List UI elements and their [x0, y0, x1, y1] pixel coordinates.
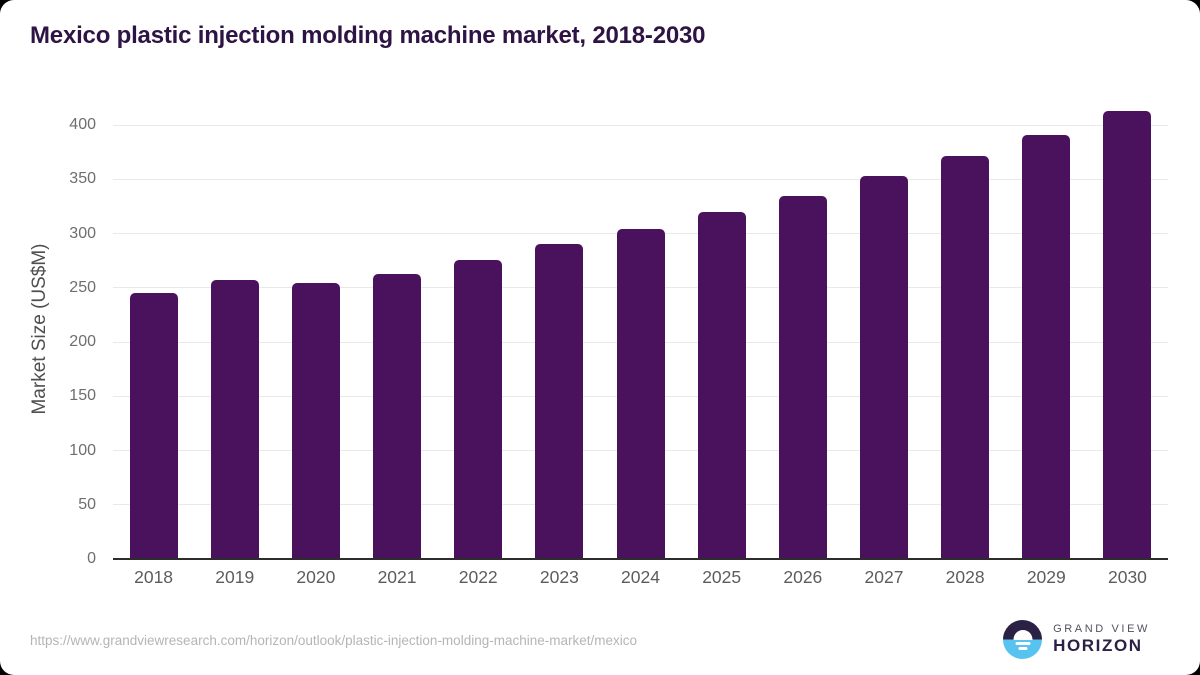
- bar-2026: [778, 195, 827, 559]
- x-tick-label: 2030: [1107, 567, 1147, 587]
- x-tick-label: 2028: [945, 567, 985, 587]
- bar-slot: [762, 99, 843, 559]
- bar-2030: [1103, 110, 1152, 559]
- y-axis-ticks: 0 50 100 150 200 250 300 350 400: [0, 99, 96, 567]
- bar-slot: [843, 99, 924, 559]
- x-tick-label: 2026: [783, 567, 823, 587]
- y-tick-label: 100: [69, 441, 96, 459]
- x-tick-label: 2021: [377, 567, 417, 587]
- bar-2029: [1022, 134, 1071, 559]
- bar-2024: [616, 229, 665, 559]
- bars-row: [113, 99, 1168, 559]
- x-tick-label: 2027: [864, 567, 904, 587]
- bar-2020: [291, 283, 340, 559]
- x-tick-label: 2022: [458, 567, 498, 587]
- bar-2025: [697, 211, 746, 559]
- bar-slot: [194, 99, 275, 559]
- plot-area: [113, 99, 1168, 560]
- bar-2018: [129, 293, 178, 559]
- bar-2022: [454, 259, 503, 559]
- y-tick-label: 150: [69, 387, 96, 405]
- x-tick-label: 2019: [215, 567, 255, 587]
- bar-2023: [535, 244, 584, 559]
- x-tick-label: 2018: [134, 567, 174, 587]
- brand-logo[interactable]: GRAND VIEW HORIZON: [1003, 620, 1150, 659]
- bar-slot: [925, 99, 1006, 559]
- bar-2027: [859, 176, 908, 559]
- y-tick-label: 200: [69, 333, 96, 350]
- x-axis-line: [113, 558, 1168, 560]
- bar-slot: [356, 99, 437, 559]
- y-tick-label: 400: [69, 116, 96, 133]
- brand-name: GRAND VIEW: [1053, 623, 1150, 636]
- gridline: [113, 178, 1168, 180]
- source-url-link[interactable]: https://www.grandviewresearch.com/horizo…: [30, 633, 637, 648]
- y-tick-label: 0: [87, 550, 96, 567]
- bar-slot: [1087, 99, 1168, 559]
- y-tick-label: 250: [69, 278, 96, 296]
- x-tick-label: 2025: [702, 567, 742, 587]
- bar-slot: [1006, 99, 1087, 559]
- grandview-horizon-icon: [1003, 620, 1043, 659]
- bar-slot: [275, 99, 356, 559]
- x-tick-label: 2024: [621, 567, 660, 587]
- x-tick-label: 2023: [539, 567, 579, 587]
- bar-2028: [941, 156, 990, 559]
- y-tick-label: 350: [69, 170, 96, 188]
- page-title: Mexico plastic injection molding machine…: [30, 22, 706, 49]
- gridline: [113, 124, 1168, 126]
- bar-slot: [438, 99, 519, 559]
- x-tick-label: 2029: [1026, 567, 1066, 587]
- bar-2021: [373, 273, 422, 559]
- bar-slot: [681, 99, 762, 559]
- bar-slot: [600, 99, 681, 559]
- brand-product: HORIZON: [1053, 636, 1143, 656]
- y-axis-title: Market Size (US$M): [29, 243, 50, 415]
- sun-icon: [1013, 630, 1033, 640]
- y-tick-label: 300: [69, 224, 96, 242]
- y-tick-label: 50: [78, 495, 96, 513]
- bar-slot: [519, 99, 600, 559]
- x-tick-label: 2020: [296, 567, 336, 587]
- bar-slot: [113, 99, 194, 559]
- x-axis-ticks: 2018 2019 2020 2021 2022 2023 2024 2025 2026 2027…: [113, 567, 1168, 588]
- bar-2019: [210, 280, 259, 559]
